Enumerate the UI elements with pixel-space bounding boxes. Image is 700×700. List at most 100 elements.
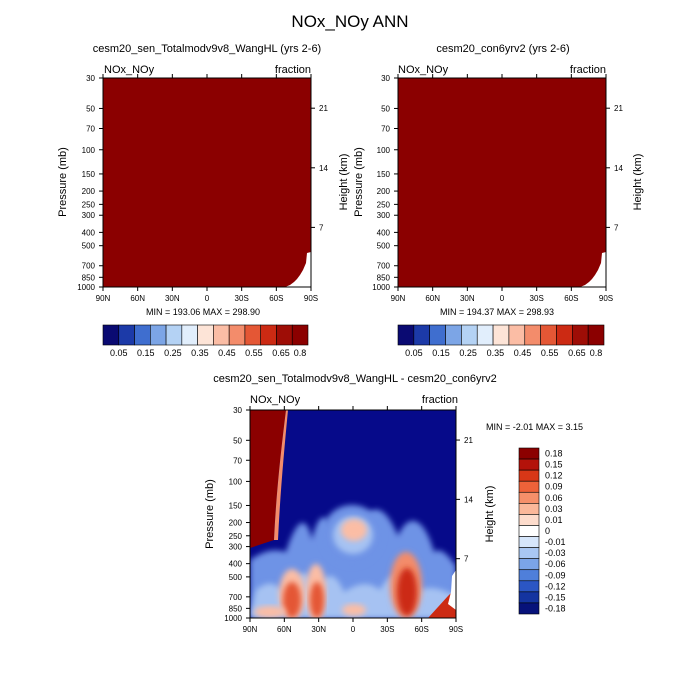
colorbar-label: 0.15 — [432, 348, 450, 358]
y-tick-label: 300 — [229, 543, 243, 552]
colorbar-swatch — [102, 324, 120, 346]
y-tick-label: 70 — [86, 125, 95, 134]
colorbar-label: 0.25 — [164, 348, 182, 358]
y-tick-label: 700 — [82, 262, 96, 271]
x-tick-label: 60N — [277, 625, 292, 634]
y-tick-label: 700 — [229, 593, 243, 602]
colorbar-label: -0.06 — [545, 559, 566, 569]
panel-3-ylabel: Pressure (mb) — [204, 479, 216, 549]
x-tick-label: 90S — [599, 294, 613, 303]
colorbar-swatch — [228, 324, 246, 346]
panel-2: cesm20_con6yrv2 (yrs 2-6) NOx_NOy fracti… — [353, 43, 644, 358]
panel-1-stats: MIN = 193.06 MAX = 298.90 — [146, 307, 260, 317]
x-tick-label: 30S — [235, 294, 249, 303]
colorbar-swatch — [518, 514, 540, 526]
y-tick-label: 150 — [82, 170, 96, 179]
colorbar-swatch — [118, 324, 135, 346]
panel-3: cesm20_sen_Totalmodv9v8_WangHL - cesm20_… — [204, 373, 583, 634]
x-tick-label: 90S — [304, 294, 318, 303]
colorbar-label: 0.12 — [545, 471, 563, 481]
colorbar-swatch — [213, 324, 230, 346]
y-tick-label: 150 — [229, 501, 243, 510]
panel-3-title: cesm20_sen_Totalmodv9v8_WangHL - cesm20_… — [213, 373, 497, 385]
colorbar-label: -0.12 — [545, 581, 566, 591]
colorbar-label: 0.65 — [568, 348, 586, 358]
y-tick-label: 100 — [377, 146, 391, 155]
x-tick-label: 0 — [500, 294, 505, 303]
colorbar-label: 0.45 — [218, 348, 236, 358]
panel-3-units-label: fraction — [422, 394, 458, 406]
panel-1-y2label: Height (km) — [338, 154, 350, 211]
colorbar-swatch — [291, 324, 309, 346]
colorbar-label: 0.25 — [459, 348, 477, 358]
x-tick-label: 0 — [351, 625, 356, 634]
colorbar-swatch — [429, 324, 446, 346]
y-tick-label: 1000 — [372, 283, 390, 292]
colorbar-swatch — [197, 324, 214, 346]
colorbar-label: 0.05 — [405, 348, 423, 358]
y-tick-label: 200 — [82, 187, 96, 196]
y2-tick-label: 21 — [614, 104, 623, 113]
panel-3-y2label: Height (km) — [484, 486, 496, 543]
colorbar-label: 0.01 — [545, 515, 563, 525]
x-tick-label: 30S — [530, 294, 544, 303]
y-tick-label: 850 — [82, 273, 96, 282]
colorbar-swatch — [518, 536, 540, 548]
y2-tick-label: 7 — [464, 555, 469, 564]
x-tick-label: 30N — [460, 294, 475, 303]
y-tick-label: 200 — [229, 519, 243, 528]
panel-2-x-axis: 90N 60N 30N 0 30S 60S 90S — [391, 74, 613, 303]
y-tick-label: 30 — [381, 74, 390, 83]
colorbar-label: -0.03 — [545, 548, 566, 558]
colorbar-swatch — [150, 324, 167, 346]
colorbar-swatch — [518, 469, 540, 482]
y-tick-label: 200 — [377, 187, 391, 196]
x-tick-label: 30N — [311, 625, 326, 634]
colorbar-swatch — [524, 324, 541, 346]
colorbar-swatch — [260, 324, 277, 346]
x-tick-label: 60S — [415, 625, 429, 634]
y-tick-label: 500 — [229, 573, 243, 582]
panel-1-title: cesm20_sen_Totalmodv9v8_WangHL (yrs 2-6) — [93, 43, 321, 55]
colorbar-swatch — [518, 591, 540, 604]
panel-2-units-label: fraction — [570, 64, 606, 76]
colorbar-label: 0.65 — [272, 348, 290, 358]
y-tick-label: 70 — [233, 456, 242, 465]
colorbar-label: -0.15 — [545, 592, 566, 602]
panel-2-variable-label: NOx_NOy — [398, 64, 449, 76]
colorbar-label: 0.06 — [545, 493, 563, 503]
panel-1-surface-mask — [285, 252, 311, 287]
colorbar-swatch — [518, 447, 540, 460]
y2-tick-label: 14 — [614, 164, 623, 173]
colorbar-label: 0.18 — [545, 449, 563, 459]
y2-tick-label: 21 — [464, 436, 473, 445]
y-tick-label: 300 — [377, 211, 391, 220]
colorbar-label: 0.8 — [294, 348, 307, 358]
x-tick-label: 90N — [391, 294, 406, 303]
colorbar-swatch — [244, 324, 261, 346]
panel-3-x-axis: 90N 60N 30N 0 30S 60S 90S — [243, 406, 463, 634]
y-tick-label: 1000 — [77, 283, 95, 292]
colorbar-swatch — [518, 491, 540, 504]
colorbar-swatch — [165, 324, 183, 346]
colorbar-swatch — [518, 503, 540, 515]
panel-3-stats: MIN = -2.01 MAX = 3.15 — [486, 422, 583, 432]
panel-1-heatmap-field — [103, 78, 311, 287]
x-tick-label: 30N — [165, 294, 180, 303]
x-tick-label: 60S — [564, 294, 578, 303]
y2-tick-label: 21 — [319, 104, 328, 113]
y-tick-label: 850 — [377, 273, 391, 282]
colorbar-label: 0.15 — [545, 460, 563, 470]
y-tick-label: 850 — [229, 604, 243, 613]
colorbar-swatch — [518, 458, 540, 471]
colorbar-swatch — [572, 324, 589, 346]
y2-tick-label: 7 — [614, 223, 619, 232]
x-tick-label: 0 — [205, 294, 210, 303]
panel-3-colorbar: 0.180.150.120.090.060.030.010-0.01-0.03-… — [518, 447, 566, 615]
panel-2-colorbar: 0.05 0.15 0.25 0.35 0.45 0.55 0.65 0.8 — [397, 324, 605, 358]
colorbar-label: 0.55 — [245, 348, 263, 358]
y-tick-label: 250 — [229, 532, 243, 541]
colorbar-label: 0.8 — [590, 348, 603, 358]
